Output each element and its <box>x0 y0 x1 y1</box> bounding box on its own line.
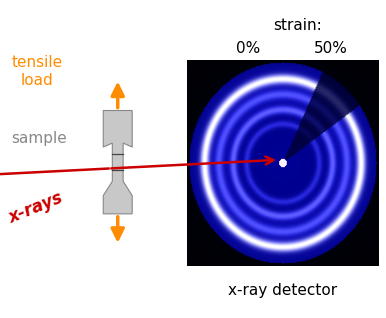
Text: x-ray detector: x-ray detector <box>228 283 337 298</box>
Polygon shape <box>103 111 132 214</box>
Text: x-rays: x-rays <box>6 189 66 227</box>
Text: 0%: 0% <box>236 41 261 56</box>
Text: sample: sample <box>12 131 67 146</box>
Text: strain:: strain: <box>274 18 322 33</box>
Text: tensile
load: tensile load <box>12 55 63 88</box>
Text: 50%: 50% <box>313 41 347 56</box>
